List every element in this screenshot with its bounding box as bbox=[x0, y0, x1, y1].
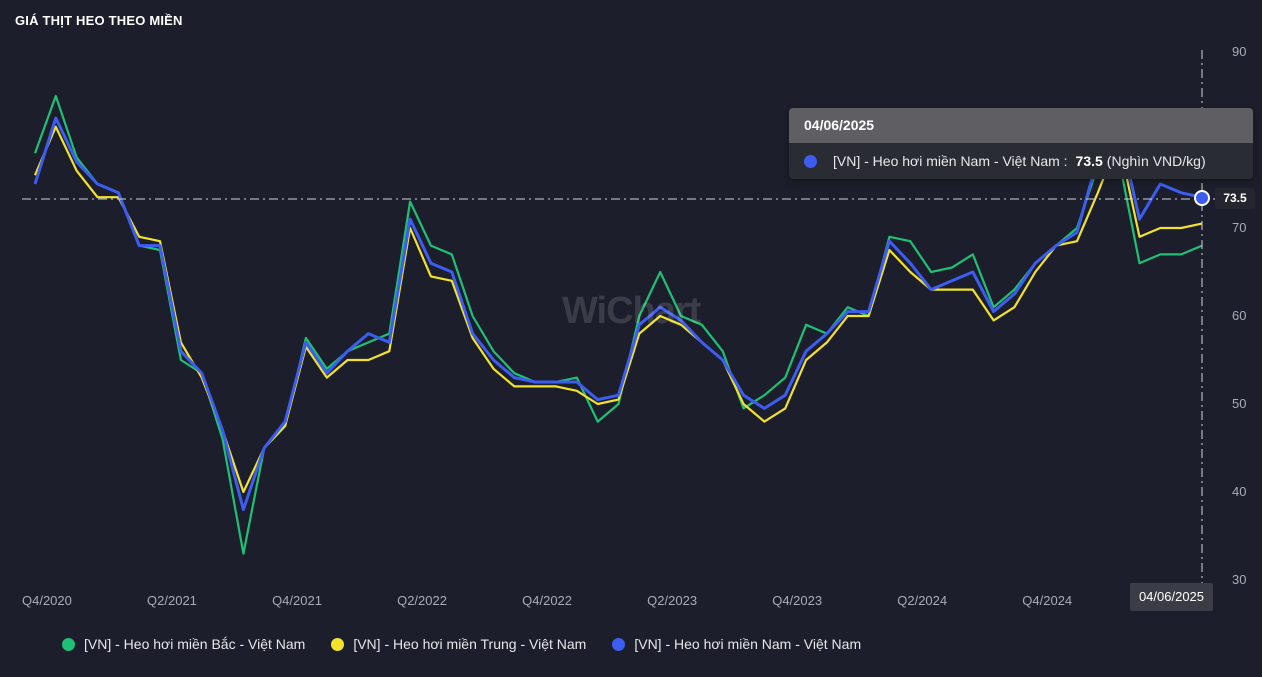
legend-label-nam: [VN] - Heo hơi miền Nam - Việt Nam bbox=[634, 636, 862, 652]
x-tick-label: Q4/2020 bbox=[22, 593, 72, 608]
tooltip-date: 04/06/2025 bbox=[789, 108, 1253, 143]
y-tick-label: 40 bbox=[1232, 484, 1246, 499]
legend: [VN] - Heo hơi miền Bắc - Việt Nam [VN] … bbox=[62, 636, 861, 652]
tooltip-series-label: [VN] - Heo hơi miền Nam - Việt Nam : bbox=[833, 153, 1068, 169]
series-layer bbox=[33, 94, 1203, 555]
legend-label-trung: [VN] - Heo hơi miền Trung - Việt Nam bbox=[353, 636, 587, 652]
legend-dot-nam-icon bbox=[612, 637, 626, 651]
x-tick-label: Q2/2023 bbox=[647, 593, 697, 608]
tooltip-unit: (Nghìn VND/kg) bbox=[1106, 153, 1206, 169]
y-tick-label: 70 bbox=[1232, 220, 1246, 235]
x-axis: Q4/2020 Q2/2021 Q4/2021 Q2/2022 Q4/2022 Q2/20… bbox=[22, 593, 1072, 608]
series-line-bac[interactable] bbox=[33, 94, 1203, 555]
y-tick-label: 60 bbox=[1232, 308, 1246, 323]
tooltip-body: [VN] - Heo hơi miền Nam - Việt Nam : 73.… bbox=[789, 143, 1253, 179]
crosshair-value-badge: 73.5 bbox=[1215, 188, 1255, 209]
legend-item-bac[interactable]: [VN] - Heo hơi miền Bắc - Việt Nam bbox=[62, 636, 305, 652]
x-tick-label: Q2/2022 bbox=[397, 593, 447, 608]
y-tick-label: 30 bbox=[1232, 572, 1246, 587]
watermark-text: WiChart bbox=[562, 290, 701, 332]
y-tick-label: 50 bbox=[1232, 396, 1246, 411]
legend-item-nam[interactable]: [VN] - Heo hơi miền Nam - Việt Nam bbox=[612, 636, 861, 652]
tooltip-value: 73.5 bbox=[1075, 153, 1103, 169]
x-tick-label: Q4/2023 bbox=[772, 593, 822, 608]
x-tick-label: Q2/2024 bbox=[897, 593, 947, 608]
series-line-nam[interactable] bbox=[33, 116, 1203, 512]
x-tick-label: Q4/2022 bbox=[522, 593, 572, 608]
legend-item-trung[interactable]: [VN] - Heo hơi miền Trung - Việt Nam bbox=[331, 636, 586, 652]
legend-dot-bac-icon bbox=[62, 637, 75, 651]
legend-label-bac: [VN] - Heo hơi miền Bắc - Việt Nam bbox=[84, 636, 306, 652]
crosshair-date-badge: 04/06/2025 bbox=[1130, 583, 1213, 611]
chart-title: GIÁ THỊT HEO THEO MIỀN bbox=[15, 13, 183, 28]
watermark-logo: WiChart bbox=[562, 290, 701, 333]
crosshair-point bbox=[1194, 190, 1210, 206]
legend-dot-trung-icon bbox=[331, 637, 345, 651]
tooltip: 04/06/2025 [VN] - Heo hơi miền Nam - Việ… bbox=[789, 108, 1253, 179]
x-tick-label: Q4/2024 bbox=[1022, 593, 1072, 608]
y-tick-label: 90 bbox=[1232, 44, 1246, 59]
x-tick-label: Q4/2021 bbox=[272, 593, 322, 608]
x-tick-label: Q2/2021 bbox=[147, 593, 197, 608]
tooltip-series-dot-icon bbox=[804, 154, 817, 168]
